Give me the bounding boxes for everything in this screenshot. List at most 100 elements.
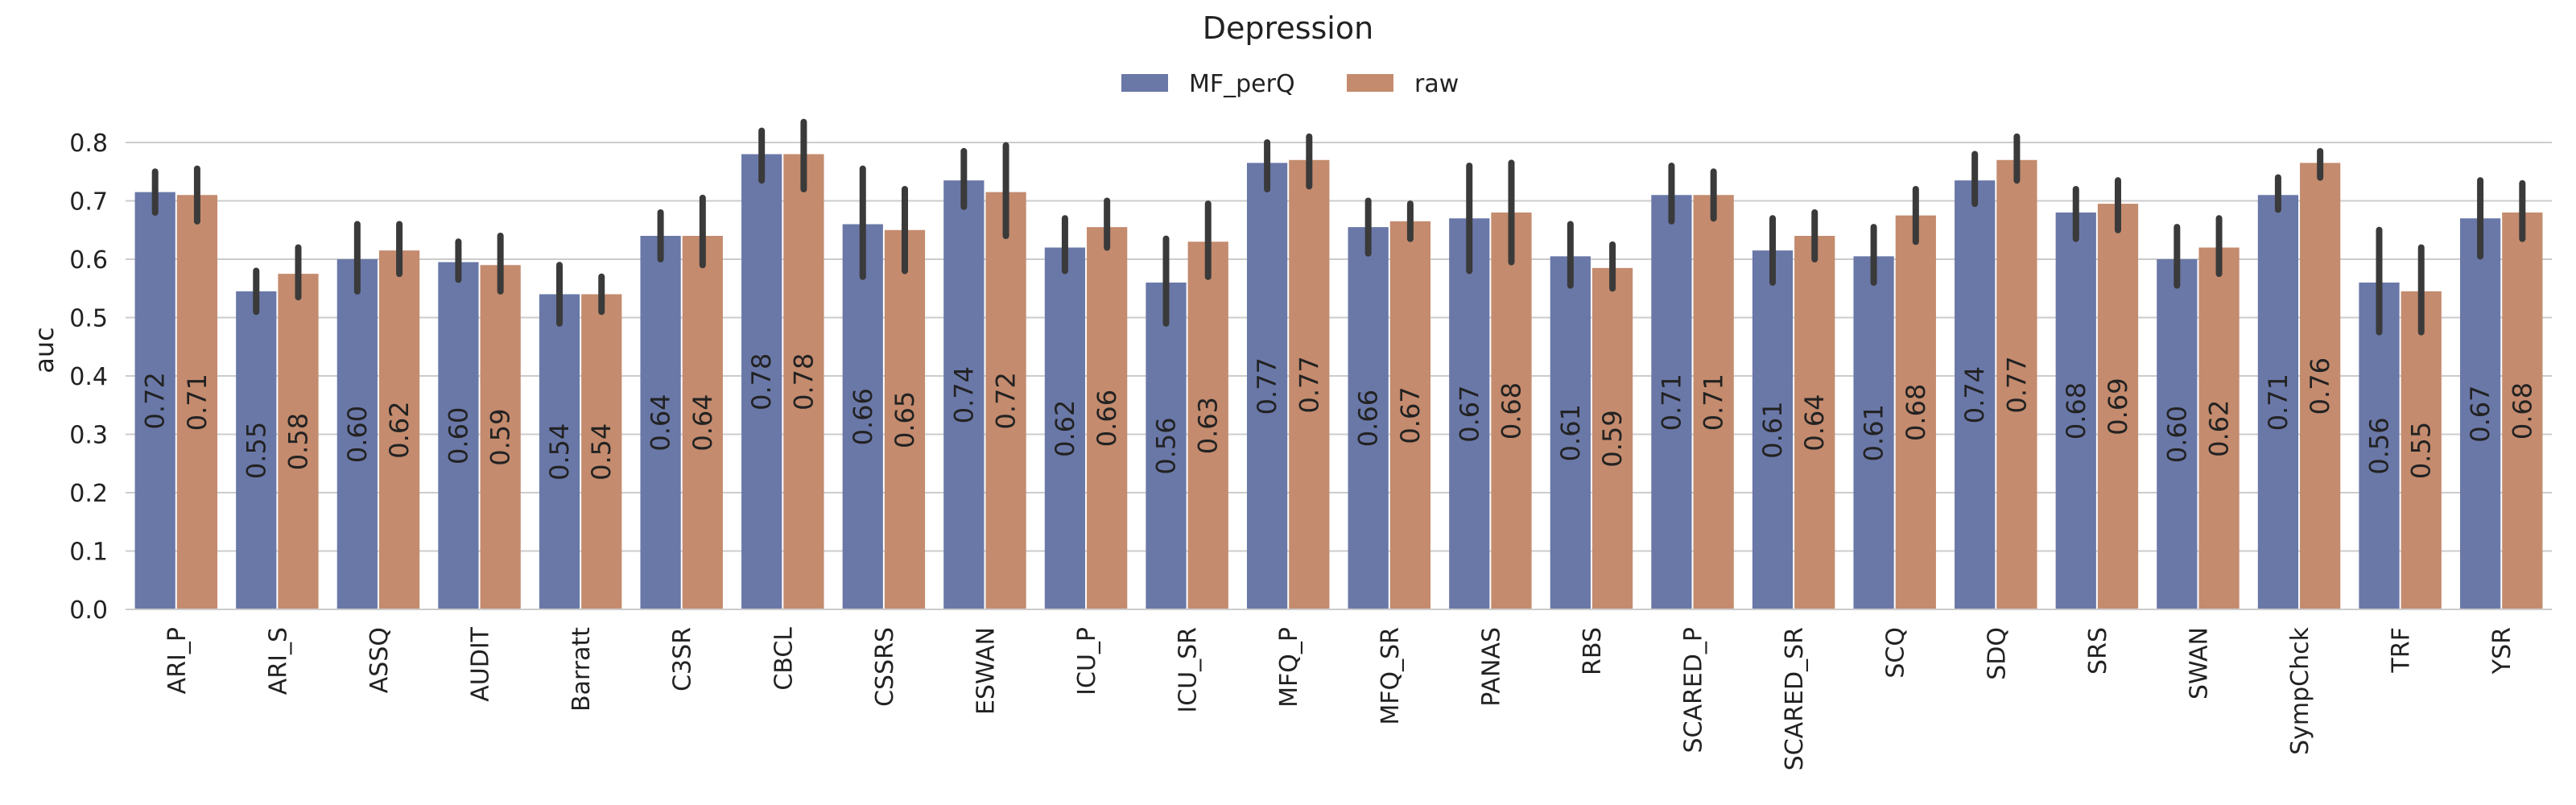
bar-value-label: 0.77 [2001,356,2032,413]
bar-raw-SRS [2097,204,2139,609]
bar-MF_perQ-SympChck [2257,195,2299,609]
x-tick-label: YSR [2488,627,2516,675]
bar-raw-TRF [2401,291,2442,609]
y-axis-label: auc [29,327,60,373]
chart-title: Depression [1203,10,1373,46]
x-tick-label: AUDIT [467,626,495,701]
bar-raw-MFQ_P [1289,159,1330,609]
bar-value-label: 0.54 [586,423,617,481]
bar-value-label: 0.60 [342,406,373,463]
bar-value-label: 0.63 [1193,397,1224,454]
legend: MF_perQ raw [1121,70,1459,98]
bar-raw-RBS [1591,267,1633,609]
bar-MF_perQ-ASSQ [336,259,378,609]
bar-MF_perQ-ARI_S [236,291,277,609]
x-tick-label: SCARED_P [1680,627,1708,753]
bar-MF_perQ-CSSRS [842,224,883,609]
x-tick-label: PANAS [1477,627,1505,707]
bar-MF_perQ-Barratt [539,294,580,609]
axis-layer: 0.0 0.1 0.2 0.3 0.4 0.5 0.6 0.7 0.8 ARI_P ARI_S ASS… [69,130,2552,770]
bar-MF_perQ-SWAN [2157,259,2198,609]
x-tick-label: ICU_P [1073,627,1101,696]
bar-MF_perQ-C3SR [640,236,681,609]
bar-value-label: 0.56 [2364,417,2395,474]
x-tick-label: SympChck [2286,626,2314,755]
x-tick-label: CSSRS [871,627,899,707]
bar-MF_perQ-TRF [2359,283,2400,609]
bar-value-label: 0.62 [2204,400,2235,457]
y-tick-label: 0.0 [69,597,108,625]
bars-layer [134,154,2543,609]
bar-value-label: 0.59 [1597,410,1628,467]
bar-MF_perQ-ESWAN [943,180,985,609]
x-tick-label: SCARED_SR [1781,627,1809,770]
bar-raw-ARI_S [278,274,319,609]
bar-value-label: 0.67 [1454,386,1484,443]
legend-swatch-MF_perQ [1121,74,1168,92]
bar-value-label: 0.68 [1496,382,1526,440]
bar-MF_perQ-MFQ_SR [1348,227,1389,609]
bar-raw-SWAN [2198,247,2240,609]
x-tick-label: SRS [2084,627,2112,675]
bar-raw-MFQ_SR [1389,221,1431,609]
bar-value-label: 0.71 [182,374,213,431]
bar-value-label: 0.55 [2406,422,2437,479]
bar-raw-ESWAN [985,192,1026,609]
bar-value-label: 0.61 [1757,401,1788,458]
bar-value-label: 0.64 [646,394,676,451]
bar-MF_perQ-ICU_SR [1146,283,1187,609]
bar-MF_perQ-SRS [2055,213,2096,609]
legend-label: MF_perQ [1189,70,1295,98]
x-tick-label: SCQ [1882,627,1910,679]
bar-value-label: 0.56 [1151,417,1182,474]
y-tick-label: 0.3 [69,422,108,450]
bar-value-label: 0.77 [1294,356,1324,413]
bar-raw-CSSRS [884,229,926,609]
bar-value-label: 0.55 [241,422,271,479]
y-tick-label: 0.4 [69,363,108,391]
bar-raw-SCARED_P [1693,195,1734,609]
bar-value-label: 0.66 [848,388,878,445]
x-tick-label: SDQ [1983,627,2011,680]
bar-raw-ICU_SR [1187,242,1228,609]
bar-value-label: 0.62 [384,401,415,458]
bar-raw-YSR [2502,213,2543,609]
bar-value-label: 0.62 [1050,400,1080,457]
bar-value-label: 0.58 [283,413,313,470]
bar-value-label: 0.71 [1656,374,1686,431]
bar-raw-AUDIT [480,265,521,609]
bar-raw-C3SR [682,236,723,609]
bar-MF_perQ-AUDIT [438,262,479,609]
bar-value-label: 0.72 [991,372,1022,429]
bar-value-label: 0.61 [1859,404,1889,461]
bar-MF_perQ-RBS [1550,256,1591,609]
y-tick-label: 0.2 [69,480,108,508]
y-tick-label: 0.8 [69,130,108,158]
bar-MF_perQ-MFQ_P [1246,163,1288,609]
y-tick-label: 0.5 [69,305,108,333]
bar-MF_perQ-SDQ [1955,180,1996,609]
bar-value-label: 0.74 [948,366,979,423]
bar-value-label: 0.54 [544,423,575,481]
bar-value-label: 0.76 [2305,357,2335,415]
bar-raw-CBCL [783,154,824,609]
y-tick-label: 0.7 [69,188,108,217]
bar-MF_perQ-SCARED_SR [1752,250,1794,609]
bar-value-label: 0.69 [2103,378,2133,435]
bar-raw-ICU_P [1087,227,1128,609]
y-tick-label: 0.6 [69,246,108,275]
bar-value-label: 0.77 [1252,357,1282,415]
bar-value-label: 0.71 [1699,374,1729,431]
bar-MF_perQ-ARI_P [134,192,175,609]
bar-MF_perQ-SCQ [1853,256,1894,609]
bar-value-label: 0.64 [1799,394,1830,451]
bar-value-label: 0.60 [443,407,473,464]
x-tick-label: SWAN [2185,627,2213,700]
bar-value-label: 0.66 [1092,390,1122,447]
x-tick-label: CBCL [770,627,798,691]
bar-MF_perQ-YSR [2459,218,2501,609]
bar-value-label: 0.72 [140,372,171,429]
bar-value-label: 0.65 [890,391,920,448]
